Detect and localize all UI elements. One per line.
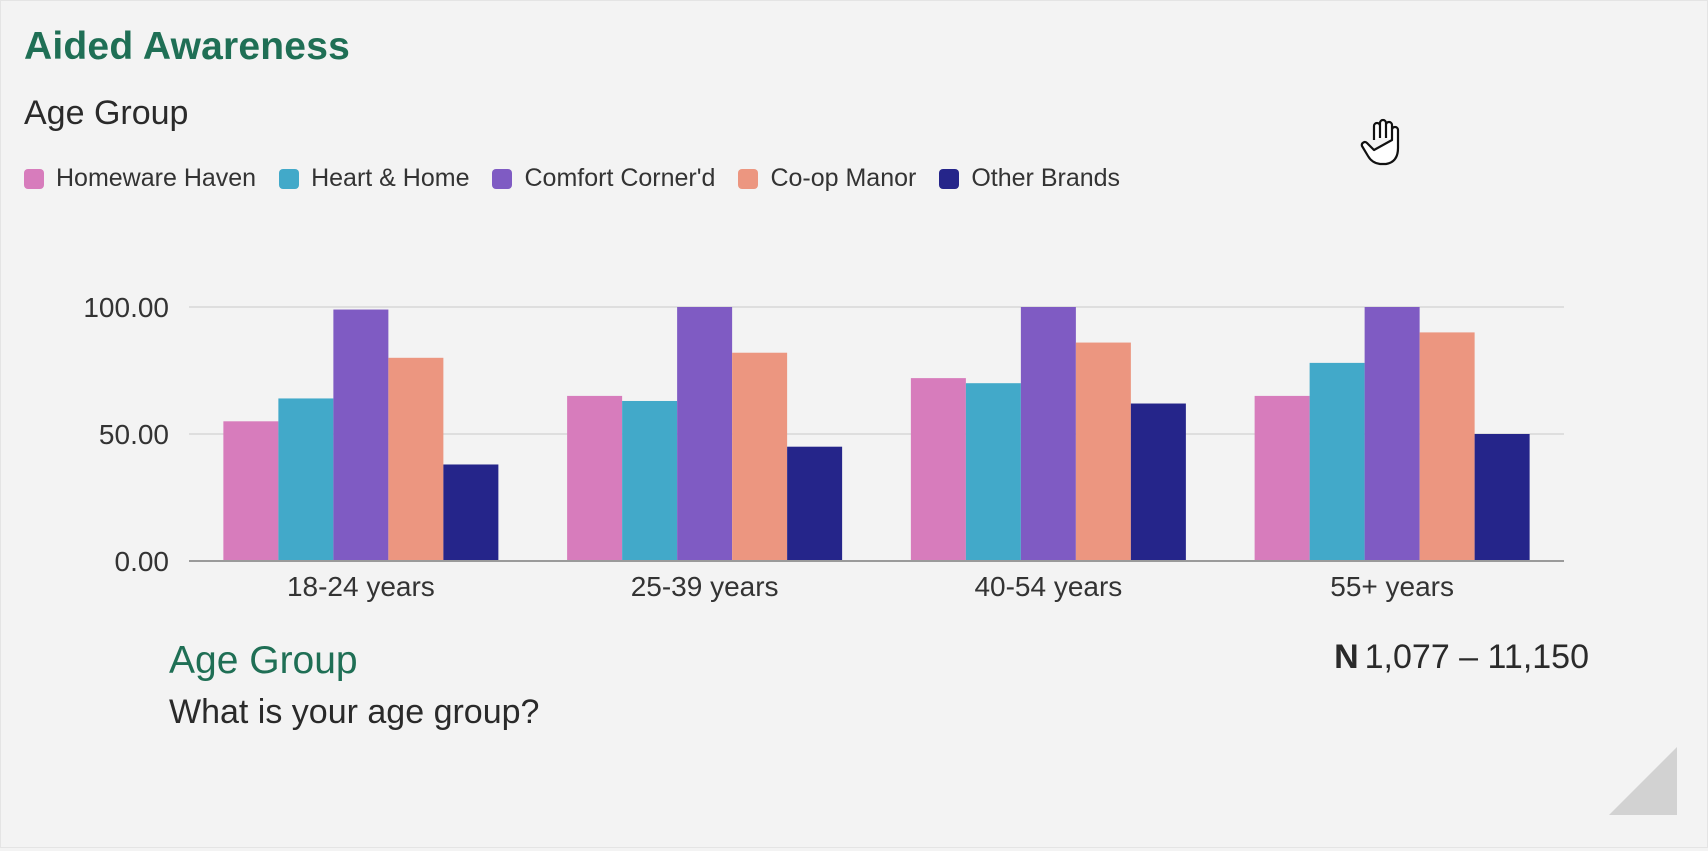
y-tick-label: 100.00 <box>83 292 169 323</box>
legend-label: Other Brands <box>971 164 1121 192</box>
section-title: Age Group <box>169 639 358 682</box>
legend-swatch <box>492 168 513 189</box>
sample-size-range: N 1,077 – 11,150 <box>1334 638 1589 677</box>
x-tick-label: 40-54 years <box>974 571 1122 602</box>
x-tick-label: 25-39 years <box>631 571 779 602</box>
legend-item-co-op-manor[interactable]: Co-op Manor <box>738 164 916 193</box>
bar <box>278 398 334 561</box>
legend-swatch <box>738 168 759 189</box>
bar <box>1020 307 1076 561</box>
resize-corner-icon[interactable] <box>1609 747 1677 815</box>
bar <box>1254 395 1310 561</box>
y-tick-label: 50.00 <box>99 419 169 450</box>
bar <box>910 378 966 561</box>
n-range-value: 1,077 – 11,150 <box>1364 638 1589 676</box>
legend-label: Co-op Manor <box>770 164 917 192</box>
bar <box>567 395 623 561</box>
bar <box>965 383 1021 561</box>
bar <box>223 421 279 561</box>
bar <box>1419 332 1475 561</box>
bar <box>388 357 444 561</box>
legend-item-comfort-cornerd[interactable]: Comfort Corner'd <box>492 164 715 193</box>
legend-label: Homeware Haven <box>56 164 257 192</box>
bar <box>677 307 733 561</box>
legend: Homeware Haven Heart & Home Comfort Corn… <box>24 164 1143 193</box>
legend-item-homeware-haven[interactable]: Homeware Haven <box>24 164 256 193</box>
bar <box>1130 403 1186 561</box>
y-tick-label: 0.00 <box>115 546 170 577</box>
bar <box>622 400 678 561</box>
hand-cursor-icon <box>1360 118 1400 166</box>
bar <box>787 446 843 561</box>
x-tick-label: 18-24 years <box>287 571 435 602</box>
legend-swatch <box>939 168 960 189</box>
chart-title: Aided Awareness <box>24 25 350 68</box>
survey-question: What is your age group? <box>169 693 540 731</box>
bar <box>1474 434 1530 561</box>
bar <box>1309 362 1365 561</box>
x-tick-label: 55+ years <box>1330 571 1454 602</box>
bar <box>443 464 499 561</box>
legend-label: Heart & Home <box>311 164 470 192</box>
legend-item-other-brands[interactable]: Other Brands <box>939 164 1120 193</box>
n-label: N <box>1334 638 1359 676</box>
legend-label: Comfort Corner'd <box>524 164 716 192</box>
chart-subtitle: Age Group <box>24 94 189 132</box>
legend-item-heart-home[interactable]: Heart & Home <box>279 164 469 193</box>
bar <box>1075 342 1131 561</box>
bar <box>1364 307 1420 561</box>
legend-swatch <box>24 168 44 189</box>
bar <box>732 352 788 561</box>
legend-swatch <box>279 168 300 189</box>
bar <box>333 309 389 561</box>
